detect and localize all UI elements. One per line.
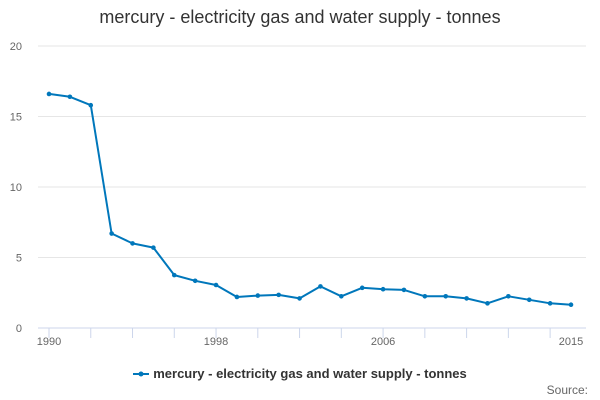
data-point [422, 293, 428, 299]
y-tick-label: 5 [16, 253, 22, 265]
data-point [547, 301, 553, 306]
data-point [130, 241, 135, 246]
y-axis-labels: 0 5 10 15 20 [10, 41, 22, 335]
data-point [67, 94, 73, 100]
gridlines [38, 45, 586, 258]
y-tick-label: 20 [10, 41, 22, 53]
data-point [234, 294, 240, 300]
x-tick-label: 2006 [371, 336, 395, 348]
chart-title: mercury - electricity gas and water supp… [99, 7, 501, 27]
data-point [109, 231, 114, 236]
series-layer [46, 91, 574, 308]
data-point [88, 102, 94, 108]
data-point [401, 287, 407, 293]
data-point [255, 293, 261, 298]
x-tick-label: 2015 [559, 336, 583, 348]
data-point [213, 282, 219, 288]
legend[interactable]: mercury - electricity gas and water supp… [0, 365, 600, 381]
data-point [506, 293, 511, 299]
y-tick-label: 0 [16, 323, 22, 335]
data-point [171, 272, 177, 278]
x-axis [38, 327, 586, 338]
data-point [297, 296, 302, 301]
data-point [443, 293, 449, 299]
data-point [318, 284, 323, 289]
line-chart: 0 5 10 15 20 1990 1998 2006 2015 [10, 41, 586, 348]
x-axis-labels: 1990 1998 2006 2015 [37, 336, 583, 348]
data-point [359, 285, 365, 291]
y-tick-label: 10 [10, 182, 22, 194]
x-tick-label: 1998 [204, 336, 228, 348]
data-point [46, 91, 52, 97]
x-tick-label: 1990 [37, 336, 61, 348]
data-point [380, 286, 386, 292]
data-point [568, 302, 574, 308]
source-credit[interactable]: Source: [546, 383, 588, 397]
data-point [526, 297, 532, 303]
y-tick-label: 15 [10, 112, 22, 124]
data-point [151, 245, 156, 250]
data-point [192, 278, 198, 284]
data-point [276, 292, 281, 298]
series-line [48, 92, 572, 306]
legend-label: mercury - electricity gas and water supp… [153, 366, 467, 382]
data-point [339, 293, 344, 299]
data-point [464, 296, 469, 301]
data-point [485, 301, 490, 306]
legend-line-icon [133, 371, 150, 377]
